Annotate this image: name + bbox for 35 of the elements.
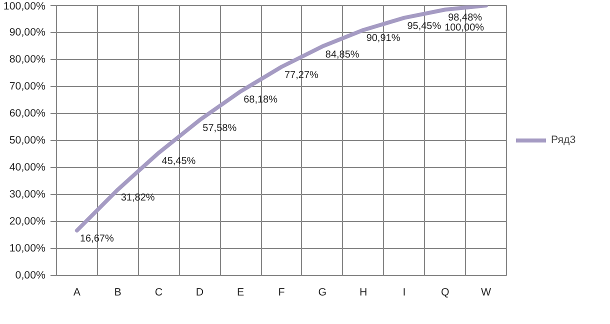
x-tick-label: I bbox=[402, 286, 406, 298]
data-label: 77,27% bbox=[284, 70, 319, 81]
x-tick-label: A bbox=[73, 286, 82, 298]
y-tick-label: 40,00% bbox=[9, 162, 46, 174]
x-tick-label: G bbox=[318, 286, 327, 298]
x-tick-label: E bbox=[237, 286, 244, 298]
data-label: 57,58% bbox=[202, 123, 237, 134]
data-label: 16,67% bbox=[80, 233, 114, 244]
x-tick-label: B bbox=[114, 286, 122, 298]
data-label: 45,45% bbox=[162, 156, 196, 167]
x-tick-label: D bbox=[196, 286, 204, 298]
x-tick-label: H bbox=[359, 286, 368, 298]
data-label: 90,91% bbox=[366, 33, 400, 44]
data-label: 31,82% bbox=[120, 192, 155, 204]
data-label: 100,00% bbox=[444, 22, 484, 34]
y-tick-label: 20,00% bbox=[9, 216, 46, 228]
data-label: 98,48% bbox=[448, 12, 482, 24]
y-tick-label: 60,00% bbox=[9, 108, 46, 120]
y-tick-label: 70,00% bbox=[9, 80, 46, 92]
y-tick-label: 0,00% bbox=[15, 270, 46, 282]
y-tick-label: 90,00% bbox=[9, 26, 46, 38]
x-tick-label: F bbox=[278, 286, 286, 298]
y-tick-label: 30,00% bbox=[9, 188, 46, 200]
y-tick-label: 100,00% bbox=[3, 0, 46, 12]
data-label: 68,18% bbox=[244, 94, 278, 106]
x-tick-label: C bbox=[154, 286, 163, 298]
line-series bbox=[74, 6, 488, 232]
x-tick-label: Q bbox=[440, 286, 450, 298]
y-tick-label: 80,00% bbox=[9, 54, 46, 66]
legend-label: Ряд3 bbox=[551, 134, 576, 146]
data-label: 84,85% bbox=[325, 49, 360, 60]
data-label: 95,45% bbox=[407, 20, 442, 32]
y-tick-label: 50,00% bbox=[9, 134, 46, 146]
y-tick-label: 10,00% bbox=[9, 242, 46, 254]
x-tick-label: W bbox=[481, 286, 492, 298]
